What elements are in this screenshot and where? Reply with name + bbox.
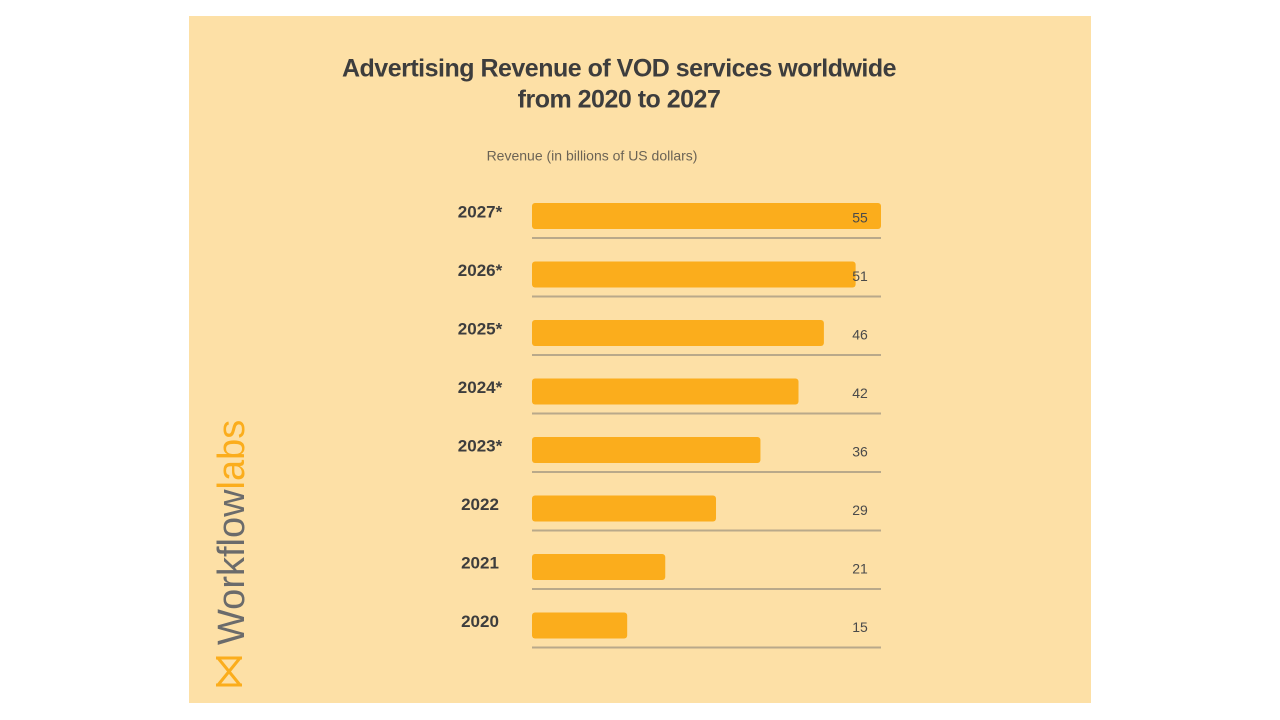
- bar: [532, 320, 824, 346]
- category-label: 2027*: [458, 202, 503, 221]
- category-label: 2025*: [458, 319, 503, 338]
- logo-icon-shape: [216, 656, 242, 687]
- value-label: 36: [852, 444, 868, 460]
- axis-label: Revenue (in billions of US dollars): [487, 148, 698, 164]
- value-label: 46: [852, 327, 868, 343]
- category-label: 2023*: [458, 436, 503, 455]
- logo-part2: labs: [211, 420, 253, 490]
- panel: [189, 16, 1091, 703]
- category-label: 2024*: [458, 378, 503, 397]
- chart-title: Advertising Revenue of VOD services worl…: [342, 55, 897, 83]
- logo: Workflowlabs: [211, 420, 253, 645]
- value-label: 21: [852, 561, 868, 577]
- category-label: 2020: [461, 612, 499, 631]
- logo-icon: [216, 656, 242, 687]
- category-label: 2022: [461, 495, 499, 514]
- value-label: 29: [852, 502, 868, 518]
- category-label: 2021: [461, 553, 499, 572]
- bar: [532, 378, 799, 405]
- chart-subtitle: from 2020 to 2027: [518, 86, 721, 114]
- bar: [532, 554, 666, 580]
- value-label: 15: [852, 619, 868, 635]
- logo-text: Workflowlabs: [211, 420, 253, 645]
- bar: [532, 261, 856, 288]
- category-label: 2026*: [458, 261, 503, 280]
- value-label: 42: [852, 385, 868, 401]
- bar: [532, 203, 881, 229]
- value-label: 51: [852, 268, 868, 284]
- bar: [532, 612, 628, 639]
- logo-part1: Workflow: [211, 489, 253, 645]
- bar: [532, 437, 761, 463]
- bar: [532, 495, 717, 522]
- value-label: 55: [852, 210, 868, 226]
